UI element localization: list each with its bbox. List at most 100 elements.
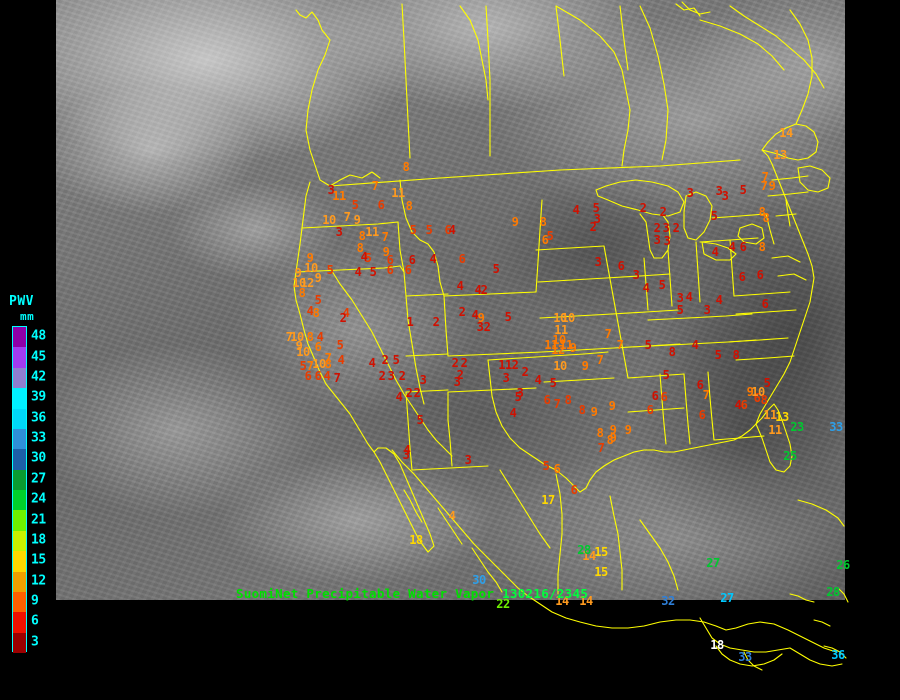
- colorbar-title: PWV: [9, 294, 34, 309]
- pwv-station-value: 2: [458, 305, 466, 319]
- colorbar-label-21: 21: [31, 512, 46, 528]
- pwv-station-value: 5: [492, 262, 500, 276]
- right-matte: [845, 0, 900, 600]
- pwv-station-value: 8: [358, 229, 366, 243]
- colorbar-swatch-21: [13, 510, 26, 531]
- pwv-station-value: 8: [606, 433, 614, 447]
- pwv-station-value: 5: [542, 459, 550, 473]
- colorbar-label-27: 27: [31, 471, 46, 487]
- pwv-station-value: 8: [324, 357, 332, 371]
- pwv-station-value: 10: [751, 385, 765, 399]
- pwv-station-value: 2: [413, 386, 421, 400]
- pwv-station-value: 4: [691, 338, 699, 352]
- pwv-station-value: 2: [639, 201, 647, 215]
- pwv-station-value: 9: [609, 423, 617, 437]
- colorbar-label-3: 3: [31, 634, 39, 650]
- pwv-station-value: 3: [593, 212, 601, 226]
- pwv-station-value: 9: [306, 251, 314, 265]
- pwv-station-value: 5: [644, 338, 652, 352]
- product-caption: SuomiNet Precipitable Water Vapor 130216…: [236, 586, 588, 601]
- pwv-station-value: 2: [432, 315, 440, 329]
- pwv-station-value: 12: [300, 276, 314, 290]
- pwv-station-value: 5: [546, 229, 554, 243]
- pwv-station-value: 4: [642, 281, 650, 295]
- pwv-station-value: 6: [541, 233, 549, 247]
- pwv-station-value: 3: [419, 373, 427, 387]
- pwv-station-value: 3: [721, 189, 729, 203]
- pwv-station-value: 8: [758, 240, 766, 254]
- pwv-station-value: 7: [343, 210, 351, 224]
- pwv-station-value: 2: [378, 369, 386, 383]
- pwv-station-value: 3: [663, 234, 671, 248]
- pwv-station-value: 8: [306, 330, 314, 344]
- pwv-station-value: 28: [826, 585, 840, 599]
- pwv-station-value: 5: [739, 183, 747, 197]
- pwv-station-value: 5: [425, 223, 433, 237]
- pwv-station-value: 8: [758, 205, 766, 219]
- pwv-station-value: 2: [456, 368, 464, 382]
- colorbar-label-30: 30: [31, 450, 46, 466]
- pwv-station-value: 5: [392, 353, 400, 367]
- pwv-station-value: 4: [395, 390, 403, 404]
- pwv-station-value: 2: [405, 386, 413, 400]
- pwv-station-value: 2: [460, 356, 468, 370]
- pwv-station-value: 5: [314, 293, 322, 307]
- pwv-station-value: 9: [590, 405, 598, 419]
- pwv-station-value: 4: [448, 223, 456, 237]
- pwv-station-value: 5: [763, 376, 771, 390]
- pwv-station-value: 2: [521, 365, 529, 379]
- pwv-station-value: 7: [760, 179, 768, 193]
- pwv-station-value: 1: [406, 315, 414, 329]
- pwv-station-value: 4: [403, 443, 411, 457]
- pwv-station-value: 4: [711, 245, 719, 259]
- pwv-station-value: 3: [476, 320, 484, 334]
- pwv-station-value: 7: [333, 371, 341, 385]
- colorbar-unit: mm: [20, 310, 35, 323]
- colorbar-swatch-15: [13, 551, 26, 572]
- pwv-station-value: 27: [706, 556, 720, 570]
- colorbar-swatch-18: [13, 530, 26, 552]
- pwv-station-value: 8: [578, 403, 586, 417]
- colorbar-swatch-39: [13, 388, 26, 409]
- pwv-colorbar: PWV mm 48 45 42 39 36 33 30 27 24 21 18 15 12 9 6 3: [4, 294, 56, 654]
- pwv-station-value: 8: [732, 348, 740, 362]
- pwv-station-value: 8: [356, 241, 364, 255]
- pwv-station-value: 10: [553, 359, 567, 373]
- pwv-station-value: 10: [304, 261, 318, 275]
- bottom-matte: [0, 600, 900, 700]
- pwv-station-value: 9: [581, 359, 589, 373]
- pwv-station-value: 10: [561, 311, 575, 325]
- pwv-station-value: 5: [336, 338, 344, 352]
- pwv-station-value: 10: [296, 345, 310, 359]
- pwv-station-value: 6: [698, 408, 706, 422]
- pwv-station-value: 5: [364, 251, 372, 265]
- pwv-station-value: 6: [570, 483, 578, 497]
- pwv-station-value: 14: [579, 594, 593, 608]
- colorbar-label-42: 42: [31, 369, 46, 385]
- pwv-station-value: 10: [290, 330, 304, 344]
- pwv-station-value: 10: [553, 311, 567, 325]
- pwv-station-value: 6: [458, 252, 466, 266]
- pwv-station-value: 27: [720, 591, 734, 605]
- pwv-station-value: 23: [790, 420, 804, 434]
- pwv-station-value: 3: [453, 375, 461, 389]
- pwv-station-value: 5: [710, 209, 718, 223]
- pwv-station-value: 4: [572, 203, 580, 217]
- colorbar-swatch-45: [13, 347, 26, 368]
- pwv-station-value: 2: [589, 220, 597, 234]
- pwv-station-value: 32: [661, 594, 675, 608]
- pwv-station-value: 4: [448, 509, 456, 523]
- pwv-station-value: 4: [685, 290, 693, 304]
- pwv-station-value: 9: [353, 213, 361, 227]
- pwv-station-value: 9: [624, 423, 632, 437]
- pwv-station-value: 9: [295, 339, 303, 353]
- pwv-station-value: 14: [555, 594, 569, 608]
- pwv-station-value: 11: [768, 423, 782, 437]
- pwv-station-value: 9: [569, 341, 577, 355]
- pwv-station-value: 3: [594, 255, 602, 269]
- pwv-station-value: 6: [386, 263, 394, 277]
- pwv-station-value: 28: [577, 543, 591, 557]
- pwv-station-value: 10: [552, 333, 566, 347]
- pwv-station-value: 17: [541, 493, 555, 507]
- pwv-station-value: 6: [553, 462, 561, 476]
